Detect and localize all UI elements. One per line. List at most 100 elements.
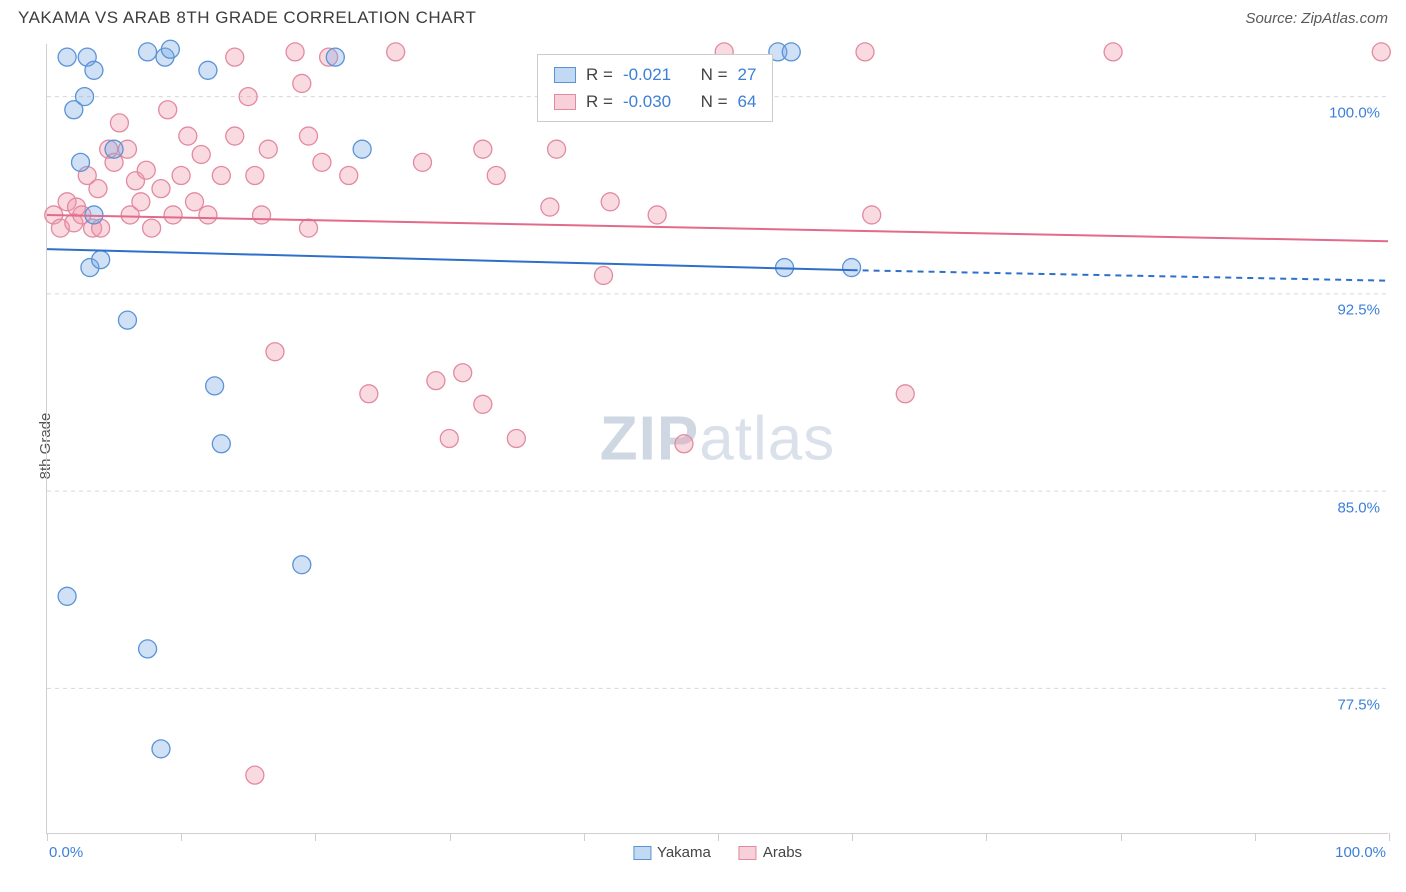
scatter-point [92, 251, 110, 269]
scatter-point [541, 198, 559, 216]
regression-line [47, 215, 1388, 241]
x-tick [1255, 833, 1256, 841]
legend-item: Arabs [739, 844, 802, 861]
scatter-point [58, 48, 76, 66]
x-tick [718, 833, 719, 841]
scatter-point [246, 167, 264, 185]
bottom-legend: Yakama Arabs [633, 844, 802, 861]
scatter-point [843, 259, 861, 277]
stats-row: R = -0.021 N = 27 [554, 61, 756, 88]
scatter-point [863, 206, 881, 224]
scatter-point [159, 101, 177, 119]
stats-r-label: R = [586, 88, 613, 115]
scatter-point [648, 206, 666, 224]
scatter-point [595, 266, 613, 284]
scatter-point [58, 587, 76, 605]
x-tick [852, 833, 853, 841]
scatter-point [487, 167, 505, 185]
stats-n-value: 64 [738, 88, 757, 115]
x-tick [315, 833, 316, 841]
stats-r-value: -0.021 [623, 61, 671, 88]
legend-item: Yakama [633, 844, 711, 861]
legend-swatch [739, 846, 757, 860]
scatter-point [161, 40, 179, 58]
scatter-point [253, 206, 271, 224]
scatter-point [137, 161, 155, 179]
scatter-point [164, 206, 182, 224]
scatter-point [76, 88, 94, 106]
x-tick [450, 833, 451, 841]
scatter-point [856, 43, 874, 61]
scatter-point [152, 740, 170, 758]
x-tick [181, 833, 182, 841]
scatter-point [293, 556, 311, 574]
scatter-point [206, 377, 224, 395]
scatter-point [152, 180, 170, 198]
scatter-point [454, 364, 472, 382]
scatter-point [118, 311, 136, 329]
scatter-point [440, 430, 458, 448]
scatter-point [340, 167, 358, 185]
scatter-point [782, 43, 800, 61]
scatter-point [226, 127, 244, 145]
x-axis-min-label: 0.0% [49, 844, 83, 861]
scatter-point [507, 430, 525, 448]
legend-label: Arabs [763, 844, 802, 861]
scatter-point [192, 145, 210, 163]
scatter-point [246, 766, 264, 784]
scatter-point [1104, 43, 1122, 61]
chart-svg [47, 44, 1388, 833]
stats-r-value: -0.030 [623, 88, 671, 115]
scatter-point [212, 167, 230, 185]
scatter-point [226, 48, 244, 66]
x-axis-max-label: 100.0% [1335, 844, 1386, 861]
scatter-point [286, 43, 304, 61]
scatter-point [186, 193, 204, 211]
scatter-point [110, 114, 128, 132]
x-tick [986, 833, 987, 841]
regression-line [47, 249, 852, 270]
scatter-point [72, 153, 90, 171]
stats-n-value: 27 [738, 61, 757, 88]
scatter-point [387, 43, 405, 61]
chart-title: YAKAMA VS ARAB 8TH GRADE CORRELATION CHA… [18, 8, 476, 28]
stats-row: R = -0.030 N = 64 [554, 88, 756, 115]
legend-swatch [633, 846, 651, 860]
chart-source: Source: ZipAtlas.com [1245, 10, 1388, 27]
scatter-point [474, 140, 492, 158]
y-tick-label: 77.5% [1337, 697, 1380, 714]
x-tick [47, 833, 48, 841]
scatter-point [300, 127, 318, 145]
scatter-point [199, 206, 217, 224]
scatter-point [326, 48, 344, 66]
stats-box: R = -0.021 N = 27 R = -0.030 N = 64 [537, 54, 773, 122]
stats-swatch [554, 94, 576, 110]
scatter-point [675, 435, 693, 453]
plot-area: ZIPatlas 77.5%85.0%92.5%100.0% 0.0% 100.… [46, 44, 1388, 834]
scatter-point [199, 61, 217, 79]
scatter-point [474, 395, 492, 413]
scatter-point [353, 140, 371, 158]
scatter-point [413, 153, 431, 171]
y-tick-label: 92.5% [1337, 302, 1380, 319]
scatter-point [212, 435, 230, 453]
scatter-point [239, 88, 257, 106]
scatter-point [143, 219, 161, 237]
scatter-point [601, 193, 619, 211]
scatter-point [259, 140, 277, 158]
regression-line-dashed [852, 270, 1388, 281]
y-tick-label: 100.0% [1329, 104, 1380, 121]
x-tick [1389, 833, 1390, 841]
scatter-point [89, 180, 107, 198]
stats-n-label: N = [701, 88, 728, 115]
scatter-point [132, 193, 150, 211]
scatter-point [548, 140, 566, 158]
stats-r-label: R = [586, 61, 613, 88]
scatter-point [105, 140, 123, 158]
stats-n-label: N = [701, 61, 728, 88]
scatter-point [313, 153, 331, 171]
x-tick [1121, 833, 1122, 841]
scatter-point [360, 385, 378, 403]
scatter-point [179, 127, 197, 145]
scatter-point [300, 219, 318, 237]
